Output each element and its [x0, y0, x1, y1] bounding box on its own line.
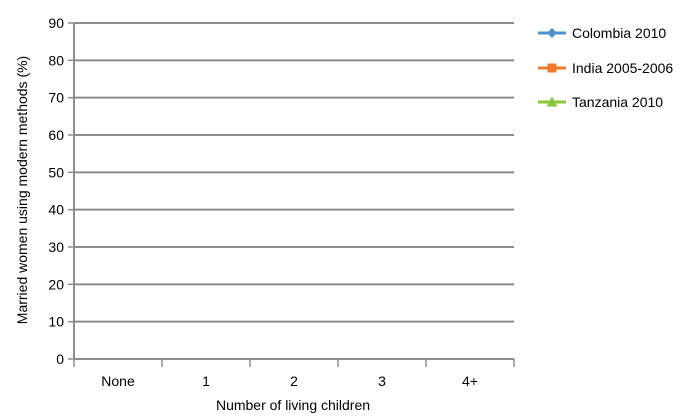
y-tick-label: 80	[48, 52, 64, 68]
y-tick-label: 20	[48, 276, 64, 292]
x-tick-label: 2	[290, 373, 298, 389]
x-tick-label: None	[101, 373, 135, 389]
legend-label: Colombia 2010	[572, 25, 666, 41]
y-tick-label: 30	[48, 239, 64, 255]
axes	[73, 23, 515, 367]
legend: Colombia 2010 India 2005-2006 Tanzania 201…	[538, 25, 673, 110]
x-tick-labels: None 1 2 3 4+	[101, 373, 478, 389]
y-tick-label: 50	[48, 164, 64, 180]
y-tick-label: 60	[48, 127, 64, 143]
y-tick-label: 10	[48, 314, 64, 330]
y-tick-label: 0	[56, 351, 64, 367]
y-tick-labels: 0 10 20 30 40 50 60 70 80 90	[48, 15, 64, 367]
legend-label: India 2005-2006	[572, 60, 673, 76]
legend-label: Tanzania 2010	[572, 94, 663, 110]
x-tick-label: 4+	[462, 373, 478, 389]
y-tick-label: 70	[48, 90, 64, 106]
x-axis-title: Number of living children	[216, 397, 370, 413]
legend-marker	[547, 63, 557, 73]
y-tick-label: 40	[48, 202, 64, 218]
legend-marker	[547, 28, 557, 38]
y-tick-label: 90	[48, 15, 64, 31]
x-tick-label: 3	[378, 373, 386, 389]
x-tick-label: 1	[202, 373, 210, 389]
y-axis-title: Married women using modern methods (%)	[14, 56, 30, 324]
gridlines	[68, 22, 514, 360]
legend-marker	[546, 96, 558, 107]
